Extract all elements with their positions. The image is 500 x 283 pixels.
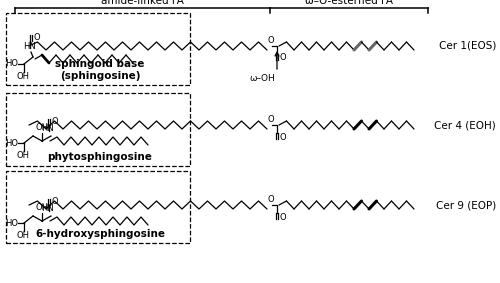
Bar — [6, 171, 190, 243]
Text: O: O — [268, 36, 274, 45]
Text: O: O — [279, 213, 285, 222]
Text: HO: HO — [5, 59, 18, 68]
Text: O: O — [52, 117, 59, 125]
Bar — [6, 13, 190, 85]
Text: HN: HN — [42, 124, 54, 133]
Text: OH: OH — [16, 151, 30, 160]
Text: OH: OH — [36, 123, 49, 132]
Text: O: O — [279, 132, 285, 142]
Text: phytosphingosine: phytosphingosine — [48, 152, 152, 162]
Text: Cer 1(EOS): Cer 1(EOS) — [438, 41, 496, 51]
Text: Cer 4 (EOH): Cer 4 (EOH) — [434, 120, 496, 130]
Text: HO: HO — [5, 138, 18, 147]
Text: HN: HN — [42, 204, 54, 213]
Text: amide-linked FA: amide-linked FA — [101, 0, 184, 6]
Text: Cer 9 (EOP): Cer 9 (EOP) — [436, 200, 496, 210]
Text: ω–O-esterfied FA: ω–O-esterfied FA — [305, 0, 393, 6]
Text: OH: OH — [16, 231, 30, 240]
Text: O: O — [268, 195, 274, 204]
Text: O: O — [279, 53, 285, 63]
Text: ω–OH: ω–OH — [249, 74, 275, 83]
Text: O: O — [34, 33, 40, 42]
Text: HN: HN — [22, 42, 36, 51]
Bar — [6, 93, 190, 166]
Text: O: O — [268, 115, 274, 124]
Text: O: O — [52, 196, 59, 205]
Text: OH: OH — [36, 203, 49, 212]
Text: OH: OH — [16, 72, 30, 81]
Text: sphingoid base
(sphingosine): sphingoid base (sphingosine) — [56, 59, 144, 81]
Text: HO: HO — [5, 218, 18, 228]
Text: 6-hydroxysphingosine: 6-hydroxysphingosine — [35, 229, 165, 239]
